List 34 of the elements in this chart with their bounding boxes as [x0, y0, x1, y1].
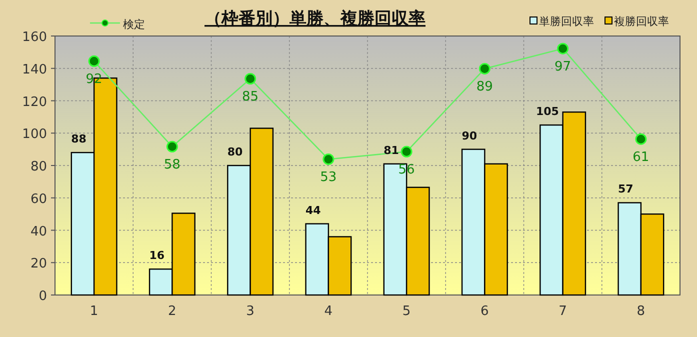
y-tick-label: 40: [30, 224, 47, 240]
x-tick-label: 7: [558, 304, 567, 319]
x-tick-label: 8: [636, 304, 646, 319]
x-tick-label: 2: [168, 304, 176, 319]
data-label: 90: [462, 129, 478, 142]
y-tick-label: 60: [30, 192, 47, 207]
y-tick-label: 160: [22, 30, 47, 45]
data-label: 44: [305, 204, 322, 217]
data-label: 105: [536, 105, 559, 118]
x-tick-label: 6: [480, 304, 489, 319]
legend-label: 単勝回収率: [539, 15, 594, 28]
x-tick-label: 4: [324, 304, 333, 319]
data-label: 53: [320, 170, 337, 186]
x-tick-label: 3: [246, 304, 254, 319]
data-label: 88: [71, 132, 86, 146]
legend-label: 検定: [123, 18, 145, 31]
y-tick-label: 20: [30, 256, 47, 272]
x-tick-label: 1: [90, 304, 98, 319]
y-tick-label: 120: [22, 94, 47, 110]
y-tick-label: 0: [38, 289, 47, 304]
data-label: 61: [632, 150, 650, 166]
data-label: 16: [149, 249, 165, 262]
y-tick-label: 100: [22, 127, 47, 142]
data-label: 97: [554, 60, 572, 75]
data-label: 58: [164, 158, 180, 173]
data-label: 57: [618, 182, 634, 196]
chart-title: （枠番別）単勝、複勝回収率: [204, 9, 426, 29]
data-label: 80: [227, 146, 243, 158]
data-label: 85: [242, 90, 259, 105]
y-tick-label: 80: [30, 160, 47, 174]
legend-label: 複勝回収率: [614, 15, 669, 28]
data-label: 89: [476, 80, 493, 95]
x-tick-label: 5: [402, 304, 411, 319]
y-tick-label: 140: [22, 62, 47, 78]
